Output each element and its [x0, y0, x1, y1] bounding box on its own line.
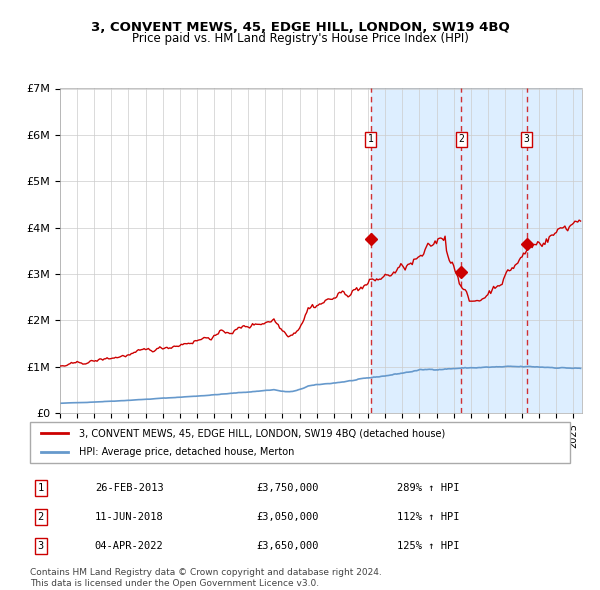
Text: 3, CONVENT MEWS, 45, EDGE HILL, LONDON, SW19 4BQ (detached house): 3, CONVENT MEWS, 45, EDGE HILL, LONDON, … — [79, 428, 445, 438]
Text: This data is licensed under the Open Government Licence v3.0.: This data is licensed under the Open Gov… — [30, 579, 319, 588]
Text: 3: 3 — [524, 135, 529, 145]
Text: 112% ↑ HPI: 112% ↑ HPI — [397, 512, 460, 522]
Text: 2: 2 — [38, 512, 44, 522]
Text: 3, CONVENT MEWS, 45, EDGE HILL, LONDON, SW19 4BQ: 3, CONVENT MEWS, 45, EDGE HILL, LONDON, … — [91, 21, 509, 34]
Text: 11-JUN-2018: 11-JUN-2018 — [95, 512, 164, 522]
Text: £3,650,000: £3,650,000 — [257, 541, 319, 551]
Text: 1: 1 — [38, 483, 44, 493]
Text: Price paid vs. HM Land Registry's House Price Index (HPI): Price paid vs. HM Land Registry's House … — [131, 32, 469, 45]
Text: 1: 1 — [368, 135, 374, 145]
Text: HPI: Average price, detached house, Merton: HPI: Average price, detached house, Mert… — [79, 447, 294, 457]
Text: 3: 3 — [38, 541, 44, 551]
Text: £3,050,000: £3,050,000 — [257, 512, 319, 522]
Text: 2: 2 — [458, 135, 464, 145]
Text: 26-FEB-2013: 26-FEB-2013 — [95, 483, 164, 493]
Text: 289% ↑ HPI: 289% ↑ HPI — [397, 483, 460, 493]
Text: 125% ↑ HPI: 125% ↑ HPI — [397, 541, 460, 551]
Bar — [371, 88, 582, 413]
Text: £3,750,000: £3,750,000 — [257, 483, 319, 493]
Text: Contains HM Land Registry data © Crown copyright and database right 2024.: Contains HM Land Registry data © Crown c… — [30, 568, 382, 576]
FancyBboxPatch shape — [30, 422, 570, 463]
Text: 04-APR-2022: 04-APR-2022 — [95, 541, 164, 551]
